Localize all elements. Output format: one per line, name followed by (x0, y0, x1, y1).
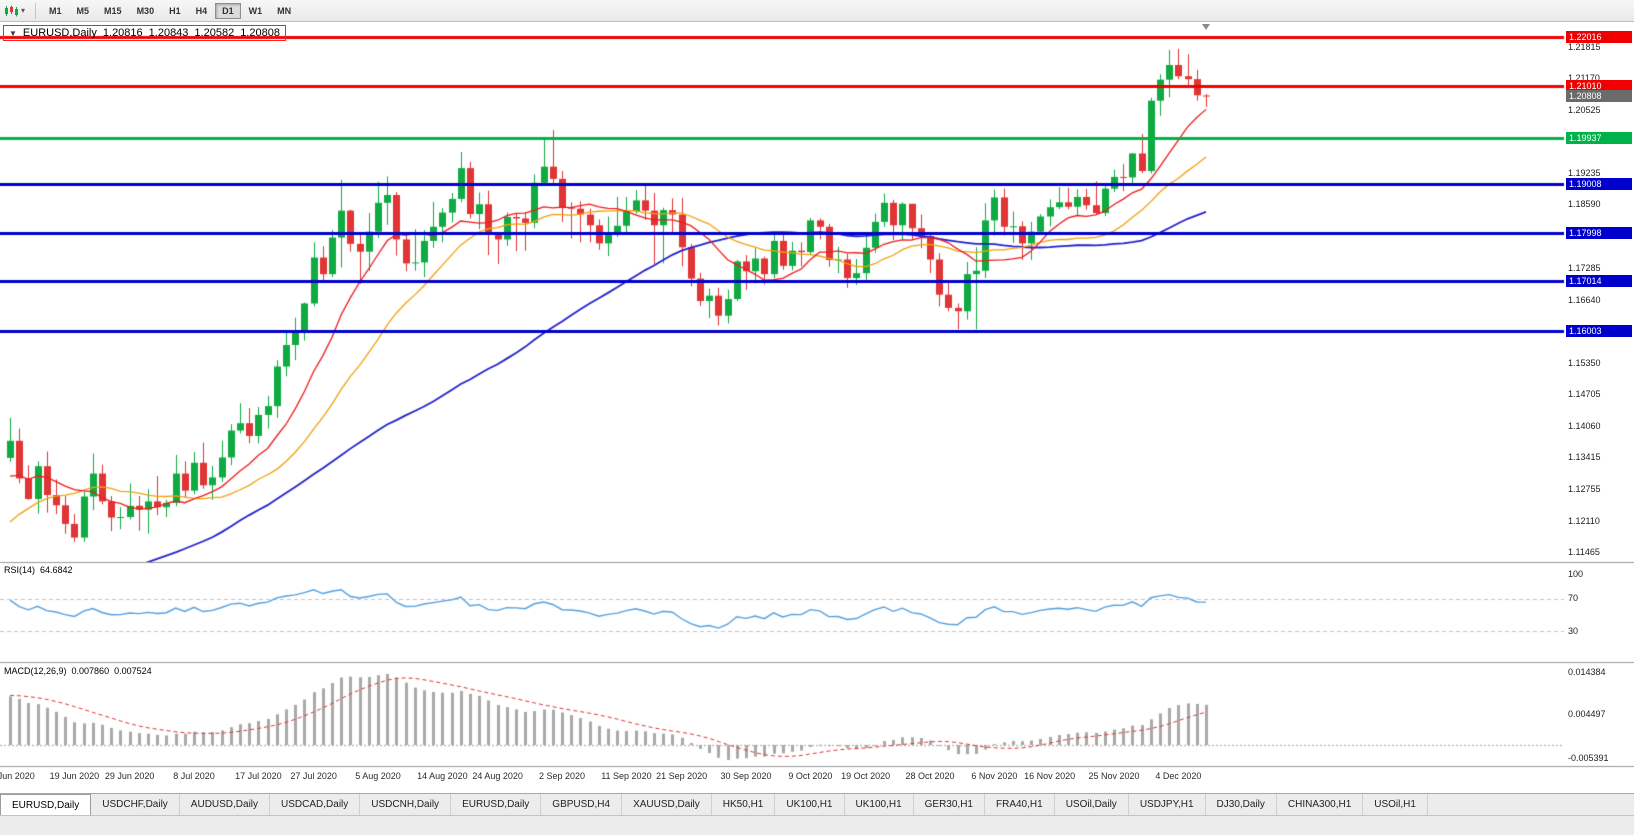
chart-tab-hk50-h1[interactable]: HK50,H1 (712, 794, 776, 815)
chevron-down-icon[interactable]: ▾ (21, 6, 26, 15)
toolbar-separator (35, 2, 37, 19)
chart-tab-ger30-h1[interactable]: GER30,H1 (914, 794, 985, 815)
chart-tab-usdcad-daily[interactable]: USDCAD,Daily (270, 794, 361, 815)
timeframe-button-d1[interactable]: D1 (215, 2, 241, 19)
chart-tab-dj30-daily[interactable]: DJ30,Daily (1206, 794, 1277, 815)
timeframe-toolbar: ▾ M1 M5 M15 M30 H1 H4 D1 W1 MN (0, 0, 1634, 22)
chart-tab-china300-h1[interactable]: CHINA300,H1 (1277, 794, 1364, 815)
price-chart-canvas[interactable] (0, 22, 1634, 793)
timeframe-button-h1[interactable]: H1 (162, 3, 188, 19)
timeframe-button-m30[interactable]: M30 (130, 3, 162, 19)
chart-tab-usdcnh-daily[interactable]: USDCNH,Daily (360, 794, 452, 815)
chart-tab-gbpusd-h4[interactable]: GBPUSD,H4 (541, 794, 623, 815)
timeframe-button-m15[interactable]: M15 (97, 3, 129, 19)
chart-region: ▼ EURUSD,Daily 1.20816 1.20843 1.20582 1… (0, 22, 1634, 793)
chart-tabs-bar: EURUSD,Daily USDCHF,Daily AUDUSD,Daily USDC… (0, 793, 1634, 815)
chart-tab-uk100-h1[interactable]: UK100,H1 (775, 794, 845, 815)
chart-tab-fra40-h1[interactable]: FRA40,H1 (985, 794, 1055, 815)
timeframe-button-w1[interactable]: W1 (242, 3, 270, 19)
status-bar (0, 815, 1634, 835)
timeframe-button-h4[interactable]: H4 (189, 3, 215, 19)
chart-tab-uk100-h1[interactable]: UK100,H1 (845, 794, 914, 815)
chart-tab-usoil-h1[interactable]: USOil,H1 (1363, 794, 1428, 815)
chart-tab-xauusd-daily[interactable]: XAUUSD,Daily (622, 794, 712, 815)
timeframe-button-m1[interactable]: M1 (42, 3, 69, 19)
timeframe-button-m5[interactable]: M5 (70, 3, 97, 19)
chart-tab-eurusd-daily[interactable]: EURUSD,Daily (451, 794, 542, 815)
candlestick-chart-icon (5, 5, 18, 16)
chart-tab-usdchf-daily[interactable]: USDCHF,Daily (91, 794, 180, 815)
charts-toolbar-icon[interactable] (4, 5, 18, 17)
chart-tab-eurusd-daily[interactable]: EURUSD,Daily (0, 794, 92, 815)
chart-tab-audusd-daily[interactable]: AUDUSD,Daily (180, 794, 271, 815)
chart-tab-usdjpy-h1[interactable]: USDJPY,H1 (1129, 794, 1206, 815)
timeframe-button-mn[interactable]: MN (270, 3, 298, 19)
timeframe-buttons: M1 M5 M15 M30 H1 H4 D1 W1 MN (42, 2, 298, 19)
chart-tab-usoil-daily[interactable]: USOil,Daily (1055, 794, 1129, 815)
